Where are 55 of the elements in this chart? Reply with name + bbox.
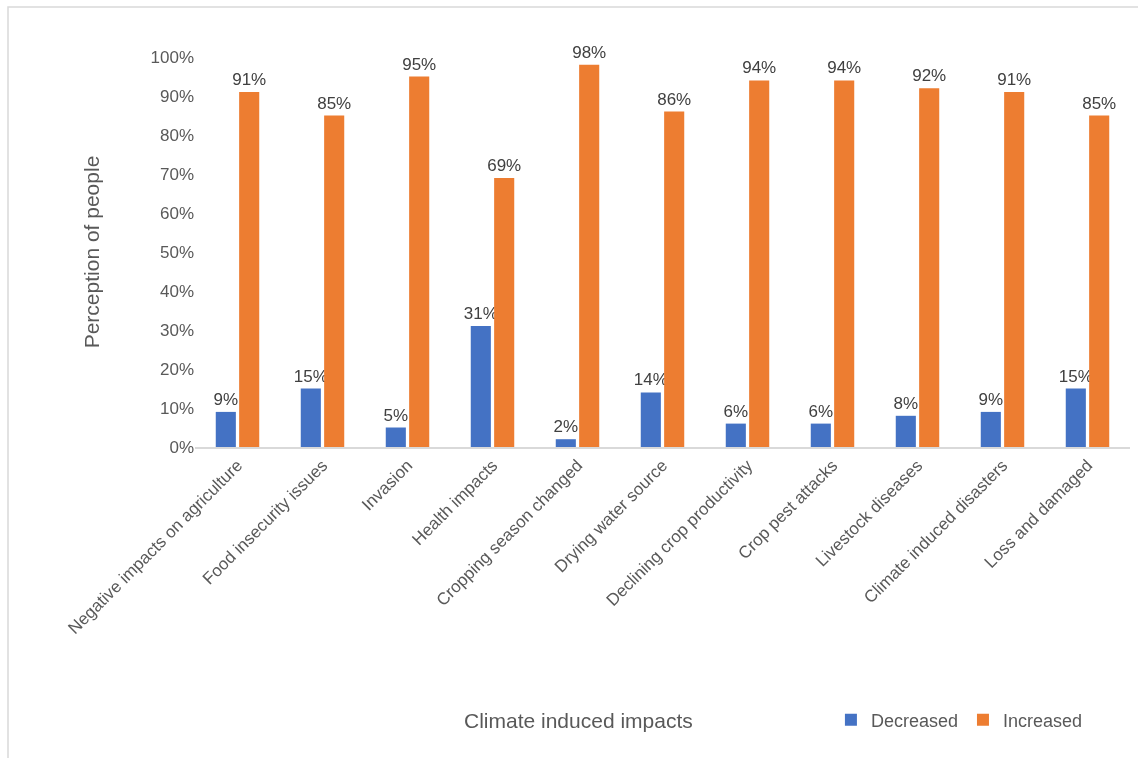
bar bbox=[1004, 92, 1025, 447]
bar bbox=[579, 64, 600, 447]
bar bbox=[640, 392, 661, 447]
data-label: 91% bbox=[232, 70, 267, 90]
legend-label: Decreased bbox=[870, 710, 958, 731]
data-label: 86% bbox=[657, 89, 692, 109]
data-label: 94% bbox=[742, 58, 777, 78]
bar bbox=[300, 388, 321, 447]
bar bbox=[215, 411, 236, 447]
bar bbox=[919, 88, 940, 447]
y-tick-label: 80% bbox=[159, 125, 194, 145]
y-tick-label: 10% bbox=[159, 398, 194, 418]
data-label: 5% bbox=[383, 405, 409, 425]
y-tick-label: 90% bbox=[159, 86, 194, 106]
bar bbox=[555, 439, 576, 447]
data-label: 8% bbox=[893, 393, 919, 413]
bar bbox=[239, 92, 260, 447]
bar bbox=[664, 111, 685, 447]
data-label: 2% bbox=[553, 417, 579, 437]
y-axis-title: Perception of people bbox=[79, 155, 103, 349]
bar bbox=[895, 415, 916, 447]
y-tick-label: 100% bbox=[150, 47, 194, 67]
bar bbox=[385, 427, 406, 447]
data-label: 85% bbox=[317, 93, 352, 113]
data-label: 92% bbox=[912, 66, 947, 86]
data-label: 98% bbox=[572, 42, 607, 62]
bar bbox=[810, 423, 831, 447]
y-tick-label: 20% bbox=[159, 359, 194, 379]
bar bbox=[725, 423, 746, 447]
data-label: 69% bbox=[487, 155, 522, 175]
bar bbox=[980, 411, 1001, 447]
data-label: 9% bbox=[213, 389, 239, 409]
y-tick-label: 70% bbox=[159, 164, 194, 184]
data-label: 94% bbox=[827, 58, 862, 78]
bar bbox=[494, 177, 515, 447]
bar bbox=[324, 115, 345, 447]
data-label: 6% bbox=[723, 401, 749, 421]
data-label: 85% bbox=[1082, 93, 1117, 113]
data-label: 95% bbox=[402, 54, 437, 74]
data-label: 91% bbox=[997, 70, 1032, 90]
data-label: 9% bbox=[978, 389, 1004, 409]
data-label: 6% bbox=[808, 401, 834, 421]
y-tick-label: 30% bbox=[159, 320, 194, 340]
legend-label: Increased bbox=[1002, 710, 1083, 731]
y-tick-label: 40% bbox=[159, 281, 194, 301]
y-tick-label: 0% bbox=[169, 437, 194, 457]
bar bbox=[749, 80, 770, 447]
y-tick-label: 50% bbox=[159, 242, 194, 262]
bar bbox=[1089, 115, 1110, 447]
bar bbox=[1065, 388, 1086, 447]
bar bbox=[470, 326, 491, 447]
bar bbox=[409, 76, 430, 447]
bar bbox=[834, 80, 855, 447]
x-axis-title: Climate induced impacts bbox=[464, 709, 693, 732]
y-tick-label: 60% bbox=[159, 203, 194, 223]
